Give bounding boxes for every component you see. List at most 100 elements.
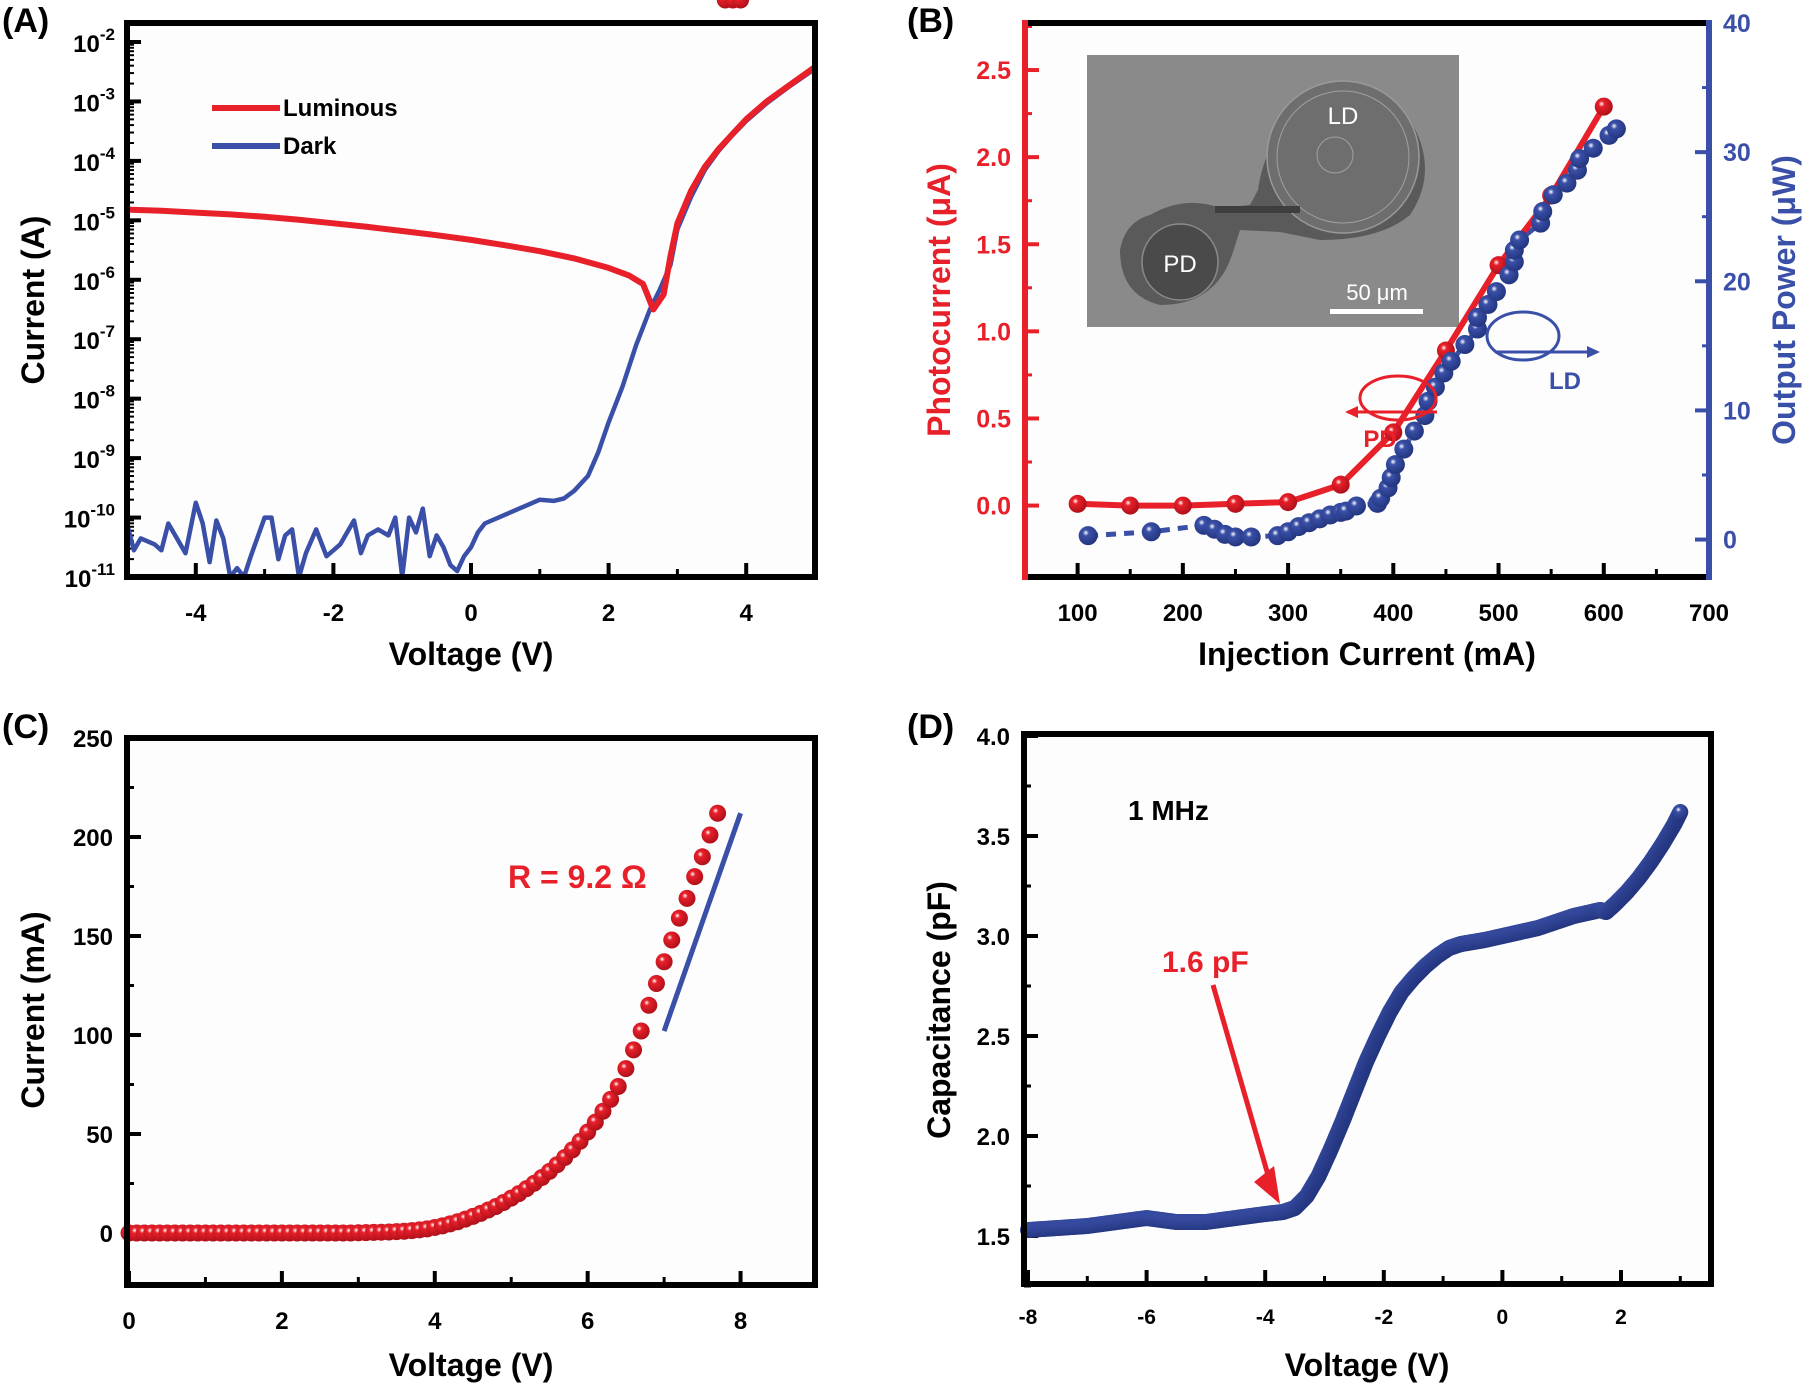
- panel-c-x-tick-label: 6: [581, 1308, 594, 1335]
- panel-b-right-y-tick-label: 40: [1723, 10, 1751, 38]
- panel-d-arrow-shaft: [1210, 984, 1273, 1183]
- panel-c-data-point: [678, 889, 696, 907]
- panel-d-y-tick-label: 2.5: [977, 1024, 1010, 1051]
- panel-b-right-y-tick-label: 30: [1723, 139, 1751, 167]
- panel-a-y-tick-label: 10-2: [73, 25, 115, 58]
- sem-inset-waveguide: [1215, 206, 1300, 213]
- panel-d-y-tick-label: 1.5: [977, 1224, 1010, 1251]
- panel-d-y-tick-label: 4.0: [977, 724, 1010, 751]
- panel-d-x-tick-label: 2: [1615, 1306, 1627, 1329]
- panel-b-left-y-tick-label: 2.5: [976, 57, 1011, 85]
- panel-label-a: (A): [2, 2, 49, 40]
- panel-c-data-point: [625, 1041, 643, 1059]
- panel-b-ld-point: [1455, 335, 1475, 355]
- panel-c-y-tick-label: 150: [73, 924, 113, 951]
- panel-a-y-tick-label: 10-4: [73, 144, 115, 177]
- panel-b-ld-point: [1533, 202, 1553, 222]
- panel-b-right-y-tick-label: 0: [1723, 527, 1737, 555]
- sem-inset-pd-label: PD: [1163, 251, 1196, 278]
- panel-a-series-luminous: [127, 64, 815, 313]
- panel-c-y-tick-label: 250: [73, 726, 113, 753]
- panel-b-ld-point: [1557, 173, 1577, 193]
- panel-d-y-tick-label: 3.5: [977, 824, 1010, 851]
- panel-b-right-y-axis-title: Output Power (μW): [1766, 155, 1802, 445]
- panel-b-pd-arrowhead-icon: [1345, 406, 1358, 418]
- panel-c-data-point: [670, 909, 688, 927]
- sem-inset-ld-ring: [1276, 90, 1410, 224]
- panel-c-x-tick-label: 0: [122, 1308, 135, 1335]
- panel-a-y-tick-label: 10-6: [73, 263, 115, 296]
- panel-b-left-y-tick-label: 0.0: [976, 493, 1011, 521]
- panel-c-y-tick-label: 200: [73, 825, 113, 852]
- panel-c-plot-area: [127, 738, 815, 1285]
- panel-b-ld-point: [1141, 522, 1161, 542]
- panel-c-data-point: [701, 826, 719, 844]
- panel-b-ld-point: [1467, 307, 1487, 327]
- panel-d-x-tick-label: -8: [1019, 1306, 1038, 1329]
- panel-b-ld-label: LD: [1549, 368, 1581, 395]
- panel-b-pd-point: [1121, 496, 1140, 515]
- panel-b-pd-point: [1068, 494, 1087, 513]
- panel-b-ld-point: [1078, 526, 1098, 546]
- panel-d-x-tick-label: -6: [1137, 1306, 1156, 1329]
- panel-c-data-point: [732, 0, 750, 9]
- panel-b-x-tick-label: 100: [1058, 600, 1098, 627]
- panel-d-x-tick-label: -2: [1374, 1306, 1393, 1329]
- panel-a-x-tick-label: -4: [185, 600, 207, 627]
- panel-c-x-tick-label: 4: [428, 1308, 442, 1335]
- panel-c-x-tick-label: 8: [734, 1308, 747, 1335]
- panel-c-y-tick-label: 100: [73, 1023, 113, 1050]
- panel-b-pd-point: [1173, 496, 1192, 515]
- panel-label-d: (D): [907, 708, 954, 746]
- panel-b-pd-point: [1226, 494, 1245, 513]
- panel-b-x-tick-label: 400: [1373, 600, 1413, 627]
- panel-b-x-axis-title: Injection Current (mA): [1198, 636, 1536, 672]
- panel-c-chart: 0 2 4 6 8 0 50 100 150 200 250: [73, 0, 818, 1335]
- sem-inset-ld-label: LD: [1328, 103, 1359, 130]
- panel-b-pd-point: [1594, 97, 1613, 116]
- panel-a-series-dark: [127, 66, 815, 577]
- panel-b-ld-point: [1606, 119, 1626, 139]
- panel-a-y-tick-label: 10-9: [73, 441, 115, 474]
- panel-d-data-point: [1672, 804, 1689, 820]
- panel-b-left-y-axis-title: Photocurrent (μA): [921, 163, 957, 437]
- panel-b-ld-point: [1441, 351, 1461, 371]
- panel-b-ld-point: [1394, 439, 1414, 459]
- panel-b-ld-point: [1486, 282, 1506, 302]
- panel-d-x-tick-label: -4: [1256, 1306, 1275, 1329]
- panel-a-y-tick-label: 10-5: [73, 203, 115, 236]
- panel-c-data-point: [655, 953, 673, 971]
- panel-b-ld-point: [1225, 527, 1245, 547]
- panel-b-ld-arrowhead-icon: [1587, 346, 1600, 358]
- panel-c-y-tick-label: 50: [86, 1122, 113, 1149]
- panel-a-x-tick-label: 0: [464, 600, 477, 627]
- panel-c-data-point: [647, 975, 665, 993]
- panel-a-legend-dark: Dark: [283, 133, 337, 160]
- panel-c-resistance-annotation: R = 9.2 Ω: [508, 859, 647, 895]
- panel-a-y-tick-label: 10-8: [73, 382, 115, 415]
- panel-a-x-axis-title: Voltage (V): [389, 636, 554, 672]
- sem-inset-ld-disk: [1266, 80, 1420, 234]
- panel-d-plot-area: [1024, 734, 1711, 1284]
- panel-b-pd-point: [1279, 493, 1298, 512]
- panel-c-data-point: [609, 1077, 627, 1095]
- panel-b-pd-point: [1331, 475, 1350, 494]
- panel-b-ld-point: [1510, 230, 1530, 250]
- panel-b-x-tick-label: 500: [1479, 600, 1519, 627]
- panel-label-b: (B): [907, 2, 954, 40]
- panel-a-legend-luminous: Luminous: [283, 95, 398, 122]
- panel-a-x-tick-label: 2: [602, 600, 615, 627]
- panel-d-y-tick-label: 3.0: [977, 924, 1010, 951]
- sem-inset-scale-bar: [1330, 309, 1423, 314]
- sem-inset-pd-disk: [1141, 223, 1219, 301]
- panel-d-x-axis-title: Voltage (V): [1285, 1347, 1450, 1383]
- panel-b-pd-ellipse: [1358, 374, 1438, 422]
- panel-d-capacitance-annotation: 1.6 pF: [1162, 946, 1249, 979]
- panel-b-x-tick-label: 700: [1689, 600, 1729, 627]
- panel-a-y-tick-label: 10-10: [64, 501, 115, 534]
- panel-b-pd-point: [1384, 423, 1403, 442]
- sem-inset-scale-bar-label: 50 μm: [1346, 280, 1408, 305]
- panel-b-ld-point: [1543, 185, 1563, 205]
- panel-b-right-y-tick-label: 10: [1723, 397, 1751, 425]
